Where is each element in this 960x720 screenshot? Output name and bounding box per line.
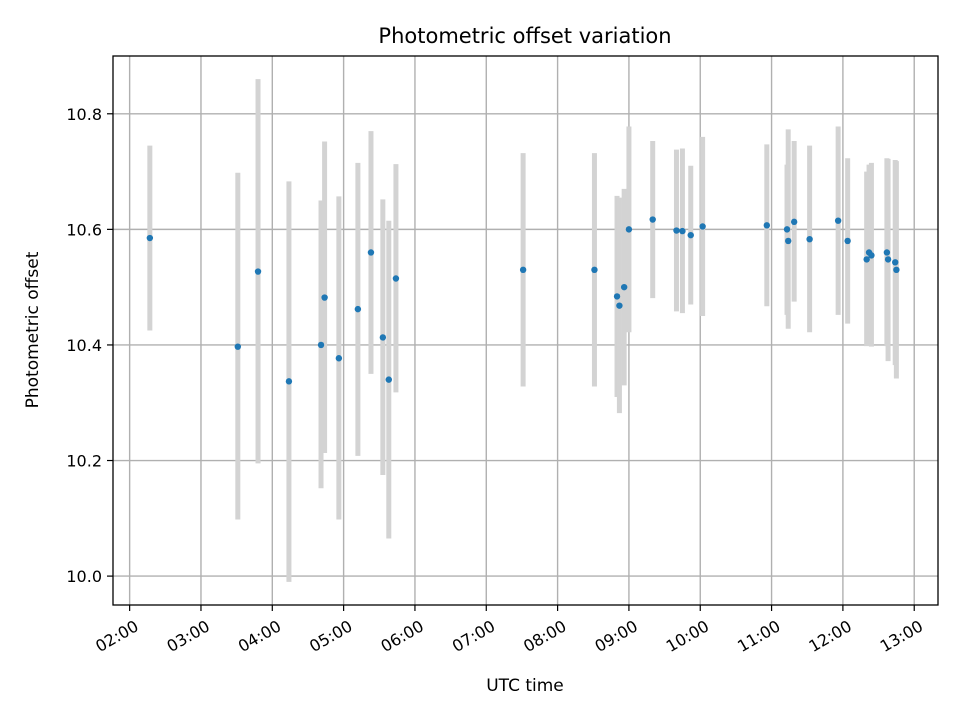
data-point [785, 237, 792, 245]
data-point [883, 249, 891, 256]
plot-frame [112, 55, 939, 606]
data-point [806, 235, 813, 243]
y-tick-label: 10.8 [66, 105, 102, 124]
data-point [317, 341, 325, 349]
y-tick-label: 10.6 [66, 220, 102, 239]
data-point [884, 256, 892, 263]
data-point [379, 334, 387, 341]
data-point [649, 216, 656, 223]
grid [113, 56, 938, 605]
data-point [613, 293, 621, 300]
data-point [673, 227, 680, 234]
data-point [367, 249, 375, 256]
data-point [625, 226, 633, 233]
data-point [392, 275, 400, 282]
data-point [234, 343, 242, 350]
data-points [146, 216, 900, 385]
y-axis-label: Photometric offset [23, 251, 43, 408]
y-tick-label: 10.0 [66, 567, 102, 586]
data-point [354, 305, 362, 313]
data-point [834, 217, 842, 224]
chart-title: Photometric offset variation [378, 24, 671, 48]
data-point [254, 268, 262, 275]
data-point [519, 266, 527, 274]
data-point [146, 234, 154, 242]
data-point [616, 302, 623, 309]
data-point [844, 237, 851, 245]
data-point [385, 376, 392, 383]
data-point [893, 266, 900, 274]
data-point [868, 252, 875, 259]
data-point [863, 256, 870, 263]
data-point [285, 378, 293, 385]
data-point [335, 355, 343, 362]
data-point [321, 294, 328, 301]
data-point [763, 222, 771, 229]
data-point [679, 227, 686, 235]
y-tick-label: 10.4 [66, 336, 102, 355]
data-point [591, 266, 598, 274]
data-point [783, 226, 791, 233]
y-tick-label: 10.2 [66, 452, 102, 471]
x-axis-label: UTC time [486, 676, 564, 696]
data-point [892, 259, 899, 266]
data-point [790, 218, 798, 226]
data-point [620, 283, 628, 291]
data-point [699, 223, 706, 230]
data-point [687, 231, 694, 239]
